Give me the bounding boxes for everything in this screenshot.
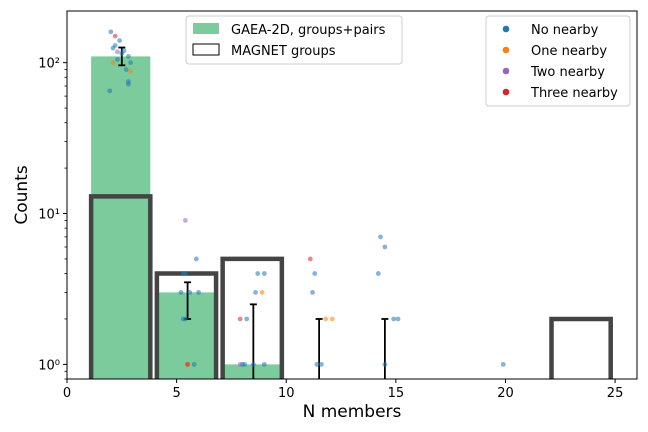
x-tick-label-0: 0: [63, 386, 71, 401]
point-no-nearby-11: [107, 88, 113, 94]
y-axis-label: Counts: [12, 165, 32, 224]
x-tick-label-3: 15: [388, 386, 405, 401]
point-no-nearby-28: [261, 271, 267, 276]
y-tick-label-0: 10⁰: [38, 358, 60, 373]
legend-label: Two nearby: [530, 65, 605, 80]
point-no-nearby-12: [110, 45, 116, 51]
point-no-nearby-29: [261, 361, 267, 367]
point-no-nearby-7: [123, 67, 129, 72]
legend-box: [185, 15, 403, 65]
legend-label: GAEA-2D, groups+pairs: [231, 23, 386, 38]
point-three-nearby-3: [307, 256, 313, 262]
point-no-nearby-17: [193, 256, 199, 262]
legend-dot: [502, 46, 510, 54]
point-no-nearby-35: [378, 234, 383, 240]
point-no-nearby-16: [187, 290, 193, 295]
point-no-nearby-26: [253, 290, 258, 295]
point-no-nearby-18: [196, 290, 201, 295]
error-bar-4: [381, 318, 389, 379]
legend-label: One nearby: [531, 44, 607, 59]
point-no-nearby-14: [182, 271, 188, 276]
y-tick-label-1: 10¹: [38, 208, 60, 223]
error-bar-3: [315, 318, 323, 379]
point-three-nearby-0: [112, 33, 118, 39]
magnet-bar-3: [549, 316, 613, 379]
point-no-nearby-21: [191, 361, 197, 367]
legend-top-center: GAEA-2D, groups+pairs MAGNET groups: [185, 15, 403, 65]
point-three-nearby-1: [185, 361, 190, 367]
gaea-bar-2: [222, 364, 282, 379]
y-axis-ticks: 10⁰ 10¹ 10²: [38, 57, 67, 380]
x-tick-label-1: 5: [172, 386, 180, 401]
point-no-nearby-20: [182, 316, 188, 322]
point-no-nearby-24: [244, 316, 250, 322]
point-no-nearby-32: [314, 361, 320, 367]
point-no-nearby-8: [119, 51, 125, 56]
magnet-bar-2: [220, 256, 285, 379]
point-no-nearby-39: [395, 316, 401, 322]
gaea-bars: [91, 56, 282, 379]
point-no-nearby-15: [178, 290, 184, 295]
point-no-nearby-31: [312, 271, 318, 276]
point-no-nearby-36: [382, 244, 388, 250]
point-no-nearby-25: [250, 361, 256, 367]
legend-dot: [502, 88, 510, 96]
point-one-nearby-5: [329, 316, 335, 322]
point-two-nearby-2: [237, 361, 243, 367]
point-no-nearby-5: [128, 60, 133, 66]
point-no-nearby-38: [391, 316, 397, 322]
legend-dot: [502, 67, 510, 75]
point-one-nearby-0: [110, 60, 116, 66]
x-axis-ticks: 0 5 10 15 20 25: [63, 379, 623, 401]
x-tick-label-2: 10: [278, 386, 295, 401]
point-one-nearby-1: [128, 68, 133, 74]
legend-top-right: No nearby One nearby Two nearby Three nearb…: [485, 15, 631, 107]
point-no-nearby-10: [125, 81, 131, 87]
x-tick-label-4: 20: [497, 386, 514, 401]
point-two-nearby-1: [182, 218, 188, 223]
point-no-nearby-34: [375, 271, 381, 276]
gaea-bar-0: [91, 56, 151, 379]
point-no-nearby-6: [115, 57, 120, 62]
legend-box: [485, 15, 631, 107]
point-one-nearby-4: [323, 316, 329, 322]
legend-swatch-filled: [193, 23, 219, 34]
legends: GAEA-2D, groups+pairs MAGNET groups No nea…: [185, 15, 631, 107]
point-one-nearby-3: [259, 290, 265, 295]
point-three-nearby-2: [237, 316, 243, 322]
point-two-nearby-0: [115, 49, 120, 55]
legend-label: Three nearby: [530, 86, 618, 101]
point-no-nearby-33: [318, 361, 324, 367]
plot-frame: [66, 10, 638, 380]
legend-swatch-outline: [192, 43, 220, 56]
point-no-nearby-37: [382, 361, 388, 367]
error-bars: [118, 46, 389, 379]
point-no-nearby-40: [500, 361, 506, 367]
scatter-points: [107, 29, 506, 367]
point-no-nearby-2: [117, 38, 123, 44]
x-axis-label: N members: [303, 402, 402, 422]
legend-dot: [502, 25, 510, 33]
y-tick-label-2: 10²: [38, 57, 60, 72]
point-no-nearby-27: [255, 271, 261, 276]
x-tick-label-5: 25: [607, 386, 624, 401]
legend-label: No nearby: [531, 23, 599, 38]
point-no-nearby-0: [108, 29, 114, 35]
point-no-nearby-4: [125, 54, 131, 59]
point-no-nearby-30: [310, 290, 315, 295]
magnet-bar-0: [88, 194, 153, 379]
magnet-bars: [88, 194, 613, 379]
legend-label: MAGNET groups: [231, 44, 336, 59]
point-no-nearby-23: [242, 361, 247, 367]
